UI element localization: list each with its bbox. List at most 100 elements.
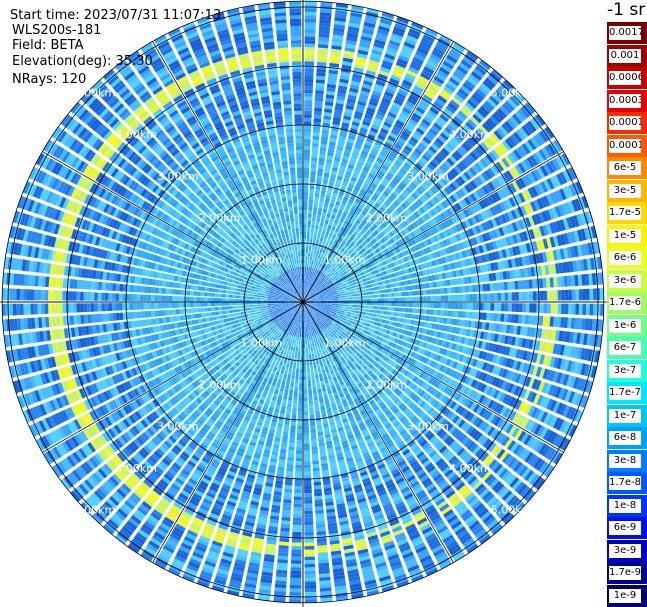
ray-bin	[428, 56, 440, 66]
ray-bin	[310, 174, 316, 179]
ray-bin	[370, 93, 381, 100]
ray-bin	[342, 231, 347, 237]
ray-bin	[313, 250, 317, 255]
ray-bin	[405, 159, 414, 167]
ray-bin	[338, 136, 346, 142]
ray-bin	[341, 252, 346, 258]
ray-bin	[326, 158, 333, 164]
ray-bin	[307, 293, 310, 297]
ray-bin	[421, 283, 427, 289]
ray-bin	[493, 313, 498, 322]
ray-bin	[392, 189, 400, 197]
ray-bin	[362, 166, 370, 173]
ray-bin	[324, 234, 328, 240]
ray-bin	[543, 290, 548, 301]
ray-bin	[307, 383, 312, 387]
ray-bin	[406, 173, 414, 181]
ray-bin	[352, 150, 360, 157]
ray-bin	[358, 156, 366, 163]
ray-bin	[419, 156, 428, 165]
ray-bin	[398, 292, 402, 297]
ray-bin	[316, 530, 327, 536]
ray-bin	[405, 291, 410, 297]
ray-bin	[341, 122, 350, 128]
ray-bin	[382, 144, 391, 152]
ray-bin	[304, 291, 307, 296]
ray-bin	[306, 284, 308, 289]
ray-bin	[314, 286, 318, 290]
ray-bin	[303, 294, 305, 299]
ray-bin	[379, 167, 388, 174]
ray-bin	[308, 285, 311, 290]
ray-bin	[316, 68, 327, 74]
ray-bin	[317, 254, 321, 259]
ray-bin	[320, 299, 325, 301]
ray-bin	[422, 193, 429, 201]
ray-bin	[437, 302, 442, 309]
ray-bin	[453, 42, 466, 52]
ray-bin	[396, 197, 403, 204]
ray-bin	[313, 349, 317, 354]
ray-bin	[322, 265, 326, 270]
ray-bin	[331, 298, 335, 301]
ray-bin	[397, 116, 407, 124]
ray-bin	[378, 224, 385, 231]
ray-bin	[413, 109, 424, 118]
ray-bin	[313, 280, 317, 285]
ray-bin	[303, 209, 308, 214]
ray-bin	[370, 127, 379, 134]
ray-bin	[435, 72, 447, 82]
ray-bin	[312, 382, 316, 387]
ray-bin	[343, 111, 353, 118]
ray-bin	[304, 280, 307, 285]
ray-bin	[364, 315, 369, 320]
ray-bin	[331, 211, 337, 216]
ray-bin	[309, 267, 312, 272]
ray-bin	[514, 90, 526, 102]
ray-bin	[344, 108, 354, 114]
ray-bin	[387, 297, 392, 302]
ray-bin	[469, 151, 479, 161]
ray-bin	[361, 285, 366, 290]
ray-bin	[317, 270, 321, 275]
ray-bin	[319, 200, 324, 205]
ray-bin	[372, 223, 378, 229]
ray-bin	[422, 309, 427, 315]
ray-bin	[323, 112, 332, 117]
ray-bin	[320, 193, 326, 198]
ray-bin	[327, 151, 334, 157]
ray-bin	[304, 82, 314, 87]
ray-bin	[411, 203, 418, 210]
ray-bin	[353, 254, 358, 260]
ray-bin	[426, 296, 431, 302]
ray-bin	[360, 236, 366, 242]
ray-bin	[323, 238, 327, 243]
ray-bin	[451, 118, 461, 128]
ray-bin	[362, 295, 367, 299]
ray-bin	[304, 270, 307, 274]
ray-bin	[334, 156, 341, 162]
ray-bin	[306, 266, 309, 271]
ray-bin	[385, 87, 396, 95]
ray-bin	[462, 294, 466, 302]
ray-bin	[539, 290, 544, 301]
ray-bin	[309, 407, 314, 412]
ray-bin	[469, 96, 480, 107]
ray-bin	[311, 449, 318, 454]
ray-bin	[361, 219, 368, 225]
ray-bin	[327, 76, 338, 82]
ray-bin	[349, 87, 359, 94]
ray-bin	[408, 139, 417, 147]
ray-bin	[368, 234, 374, 240]
ray-bin	[316, 538, 327, 543]
ray-bin	[439, 113, 449, 123]
ray-bin	[304, 295, 306, 299]
ray-bin	[330, 130, 339, 136]
ray-bin	[349, 219, 355, 225]
ray-bin	[349, 236, 354, 242]
ray-bin	[437, 116, 447, 126]
ray-bin	[303, 252, 306, 257]
ray-bin	[321, 252, 325, 257]
ray-bin	[348, 309, 352, 313]
ray-bin	[557, 290, 562, 301]
